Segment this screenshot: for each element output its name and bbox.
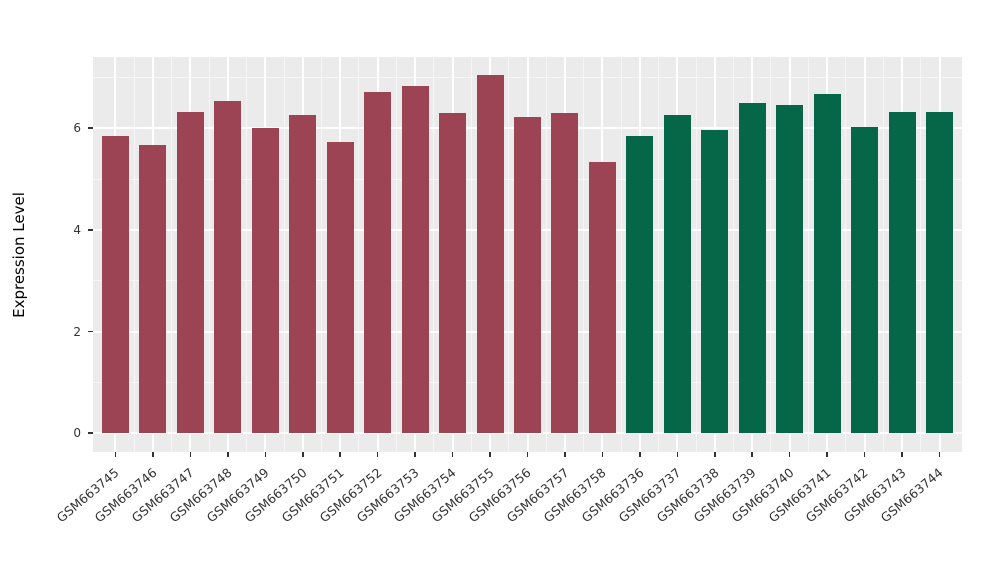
x-axis-tick	[376, 452, 379, 457]
bar-GSM663744	[926, 111, 953, 434]
x-axis-tick	[264, 452, 267, 457]
x-axis-tick	[489, 452, 491, 457]
x-axis-tick	[414, 452, 416, 457]
bar-GSM663747	[176, 112, 204, 434]
bar-GSM663754	[439, 112, 467, 434]
bar-GSM663751	[326, 141, 354, 434]
bar-GSM663746	[139, 144, 167, 434]
gridline-minor-vertical	[733, 57, 734, 452]
x-axis-tick	[676, 452, 679, 457]
x-axis-tick	[751, 452, 753, 457]
gridline-minor-vertical	[320, 57, 322, 452]
bar-GSM663743	[888, 112, 916, 434]
bar-GSM663736	[626, 135, 654, 434]
x-axis-tick	[639, 452, 641, 457]
x-axis-tick	[714, 452, 716, 457]
x-axis-tick	[564, 452, 566, 457]
bar-GSM663739	[738, 103, 766, 434]
gridline-minor-vertical	[358, 57, 360, 452]
gridline-minor-vertical	[208, 57, 210, 452]
x-axis-tick	[339, 452, 341, 457]
gridline-minor-vertical	[695, 57, 697, 452]
bar-GSM663738	[701, 130, 729, 434]
y-axis-tick	[88, 229, 93, 231]
bar-GSM663742	[851, 127, 879, 434]
x-axis-tick	[451, 452, 454, 457]
y-axis-tick	[88, 127, 93, 129]
bar-GSM663753	[401, 85, 429, 434]
bar-GSM663741	[813, 94, 841, 434]
gridline-minor-vertical	[283, 57, 285, 452]
bar-GSM663748	[214, 100, 242, 434]
gridline-minor-vertical	[770, 57, 772, 452]
gridline-minor-vertical	[133, 57, 135, 452]
gridline-minor-vertical	[845, 57, 847, 452]
bar-GSM663745	[101, 135, 129, 434]
bar-GSM663756	[514, 117, 541, 434]
y-axis-tick	[88, 432, 93, 434]
gridline-minor-vertical	[246, 57, 248, 452]
y-tick-label: 4	[73, 222, 81, 237]
gridline-minor-vertical	[545, 57, 547, 452]
bar-GSM663750	[289, 114, 317, 434]
gridline-minor-vertical	[583, 57, 585, 452]
bar-GSM663757	[551, 113, 579, 434]
gridline-minor-vertical	[433, 57, 435, 452]
x-axis-tick	[901, 452, 903, 457]
bar-GSM663749	[251, 128, 279, 434]
x-tick-label: GSM663744	[878, 464, 947, 526]
y-tick-label: 0	[73, 426, 81, 441]
x-axis-tick	[227, 452, 229, 457]
x-axis-tick	[302, 452, 304, 457]
gridline-minor-vertical	[807, 57, 809, 452]
x-tick-label-wrap: GSM663744	[742, 460, 946, 525]
x-axis-tick	[938, 452, 941, 457]
y-tick-label: 6	[73, 121, 81, 136]
x-axis-tick	[152, 452, 154, 457]
bar-GSM663737	[663, 114, 691, 434]
x-axis-tick	[863, 452, 866, 457]
gridline-minor-vertical	[620, 57, 622, 452]
gridline-minor-vertical	[508, 57, 510, 452]
gridline-minor-vertical	[395, 57, 397, 452]
gridline-minor-vertical	[920, 57, 922, 452]
x-axis-tick	[114, 452, 117, 457]
y-tick-label: 2	[73, 324, 81, 339]
bar-GSM663758	[588, 161, 616, 434]
x-axis-tick	[601, 452, 604, 457]
gridline-minor-vertical	[882, 57, 884, 452]
bar-GSM663755	[476, 74, 504, 434]
y-axis-title: Expression Level	[10, 192, 28, 318]
x-axis-tick	[788, 452, 791, 457]
y-axis-tick	[88, 330, 93, 333]
bar-GSM663740	[776, 104, 804, 434]
gridline-minor-vertical	[470, 57, 472, 452]
x-axis-tick	[526, 452, 529, 457]
gridline-minor-vertical	[658, 57, 660, 452]
bar-GSM663752	[364, 91, 392, 434]
x-axis-tick	[189, 452, 192, 457]
x-axis-tick	[826, 452, 828, 457]
plot-panel	[93, 57, 962, 452]
gridline-minor-vertical	[171, 57, 173, 452]
